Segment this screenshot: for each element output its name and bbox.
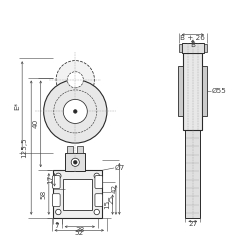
Bar — [186, 127, 200, 218]
Circle shape — [56, 209, 61, 215]
Bar — [183, 53, 203, 130]
Circle shape — [56, 173, 61, 178]
FancyBboxPatch shape — [95, 194, 103, 206]
Text: 27: 27 — [188, 222, 198, 228]
FancyBboxPatch shape — [95, 176, 103, 188]
Circle shape — [44, 80, 107, 143]
Circle shape — [74, 160, 77, 164]
Text: 52: 52 — [74, 230, 84, 236]
Circle shape — [94, 209, 100, 215]
Bar — [53, 170, 102, 218]
Circle shape — [63, 100, 87, 124]
Text: 38: 38 — [75, 227, 85, 233]
Bar — [63, 179, 92, 210]
Bar — [204, 44, 207, 52]
Circle shape — [56, 60, 94, 99]
Text: B + 26: B + 26 — [180, 35, 205, 41]
Bar — [78, 146, 83, 153]
Bar — [202, 66, 207, 116]
Text: 40: 40 — [33, 119, 39, 128]
Text: 17: 17 — [48, 175, 54, 184]
FancyBboxPatch shape — [52, 176, 60, 188]
Bar — [178, 66, 183, 116]
Text: Ø7: Ø7 — [115, 165, 125, 171]
Text: 58: 58 — [41, 189, 47, 198]
Bar — [179, 44, 182, 52]
Bar — [67, 146, 73, 153]
Text: Ø55: Ø55 — [212, 88, 227, 94]
Circle shape — [67, 72, 83, 88]
Text: 42: 42 — [112, 184, 117, 194]
Text: 125,5: 125,5 — [22, 137, 28, 158]
Text: E*: E* — [14, 102, 20, 110]
Circle shape — [71, 158, 79, 166]
Text: 7: 7 — [55, 224, 60, 230]
Text: B: B — [190, 42, 195, 48]
Circle shape — [94, 173, 100, 178]
Bar — [182, 42, 204, 53]
FancyBboxPatch shape — [52, 194, 60, 206]
Text: 25: 25 — [108, 195, 114, 204]
Text: 15: 15 — [104, 200, 110, 209]
Bar — [65, 153, 86, 171]
Circle shape — [74, 110, 77, 113]
